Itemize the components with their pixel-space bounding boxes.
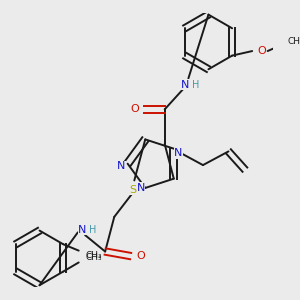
Text: N: N [181, 80, 189, 90]
Text: H: H [89, 225, 96, 235]
Text: CH₃: CH₃ [86, 254, 103, 262]
Text: O: O [257, 46, 266, 56]
Text: N: N [174, 148, 182, 158]
Text: H: H [192, 80, 200, 90]
Text: O: O [136, 251, 145, 261]
Text: CH₃: CH₃ [86, 251, 103, 260]
Text: CH₃: CH₃ [288, 38, 300, 46]
Text: N: N [78, 225, 86, 235]
Text: O: O [130, 104, 139, 114]
Text: N: N [136, 183, 145, 193]
Text: S: S [129, 184, 136, 194]
Text: N: N [117, 161, 125, 171]
